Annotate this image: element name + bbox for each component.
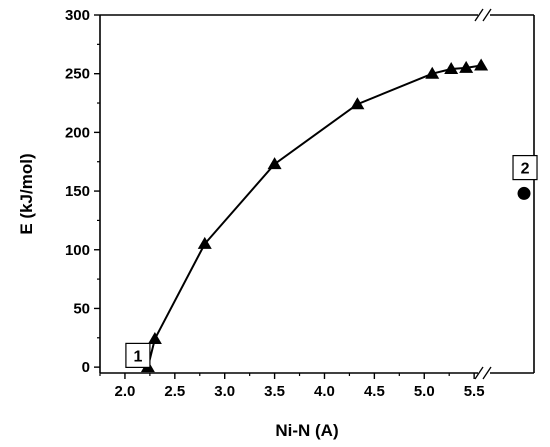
- data-point-triangle: [474, 58, 489, 71]
- x-tick-label: 5.5: [464, 383, 485, 400]
- annotation-box: [512, 154, 538, 181]
- y-axis-title: E (kJ/mol): [17, 153, 36, 234]
- x-tick-label: 4.5: [364, 383, 385, 400]
- x-tick-label: 5.0: [414, 383, 435, 400]
- y-tick-label: 100: [65, 242, 90, 259]
- x-tick-label: 2.5: [164, 383, 185, 400]
- y-tick-label: 0: [82, 359, 90, 376]
- x-tick-label: 4.0: [314, 383, 335, 400]
- data-point-triangle: [267, 157, 282, 170]
- data-point-triangle: [147, 331, 162, 344]
- y-tick-label: 200: [65, 124, 90, 141]
- y-tick-label: 50: [73, 300, 90, 317]
- data-point-triangle: [425, 66, 440, 79]
- top-axis-break-mark: [474, 8, 484, 22]
- x-tick-label: 3.5: [264, 383, 285, 400]
- data-point-triangle: [197, 236, 212, 249]
- chart-axes: [94, 8, 535, 380]
- data-point-triangle: [350, 97, 365, 110]
- chart-labels: 0 50 100 150 200 250 300 2.0 2.5 3.0 3.5 4.0 4.5 5.0 5…: [17, 7, 538, 440]
- series-line: [146, 64, 482, 368]
- y-tick-label: 300: [65, 7, 90, 24]
- top-axis-break-mark: [482, 8, 492, 22]
- x-axis-title: Ni-N (A): [275, 421, 338, 440]
- data-point-circle: [517, 186, 531, 200]
- x-tick-label: 3.0: [214, 383, 235, 400]
- y-tick-label: 250: [65, 66, 90, 83]
- bottom-axis-break-mark: [474, 366, 484, 380]
- x-tick-label: 2.0: [115, 383, 136, 400]
- chart-marks: [140, 58, 531, 373]
- bottom-axis-break-mark: [482, 366, 492, 380]
- annotation-label: 1: [133, 348, 142, 365]
- data-point-triangle: [444, 61, 459, 74]
- annotation-label: 2: [521, 161, 530, 178]
- data-point-triangle: [459, 60, 474, 73]
- annotation-box: [125, 342, 151, 368]
- y-tick-label: 150: [65, 183, 90, 200]
